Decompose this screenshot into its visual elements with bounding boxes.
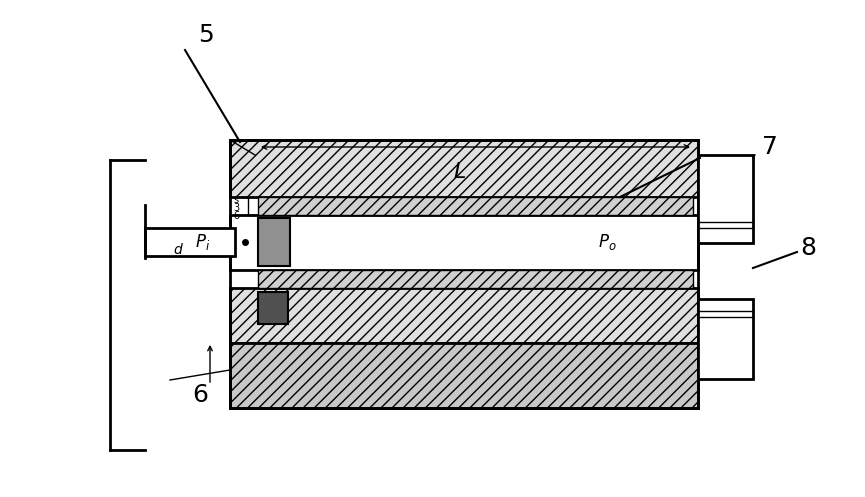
Bar [258,197,693,215]
Text: 7: 7 [762,135,778,159]
Bar [258,270,693,288]
Bar [230,343,698,408]
Bar [145,228,235,256]
Bar [230,215,698,270]
Text: s: s [234,195,239,205]
Bar [698,299,753,379]
Bar [230,288,698,343]
Text: 6: 6 [192,383,208,407]
Text: 3: 3 [233,203,239,213]
Text: d: d [174,243,183,257]
Text: $P_o$: $P_o$ [598,232,617,252]
Text: 5: 5 [198,23,214,47]
Bar [258,218,290,266]
Bar [230,140,698,197]
Text: 6: 6 [233,211,239,221]
Text: $P_i$: $P_i$ [195,232,210,252]
Bar [258,292,288,324]
Text: L: L [454,162,466,182]
Bar [698,155,753,243]
Text: 8: 8 [800,236,816,260]
